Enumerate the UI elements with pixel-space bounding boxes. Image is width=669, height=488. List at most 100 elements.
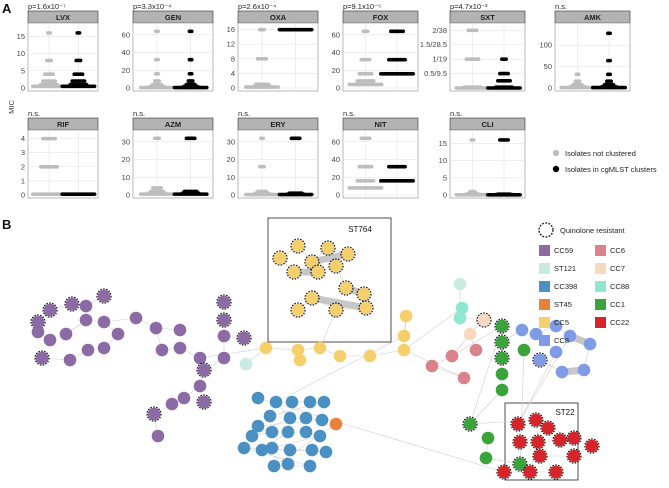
data-point xyxy=(359,57,372,62)
facet-plot-area xyxy=(449,22,526,92)
quinolone-resistant-ring xyxy=(320,240,336,256)
network-node-cc8 xyxy=(549,345,563,359)
legend-b-label: CC7 xyxy=(610,264,625,273)
y-tick-label: 0.5/9.5 xyxy=(424,69,447,78)
facet-title: CLI xyxy=(481,120,493,129)
y-tick-label: 0 xyxy=(231,191,235,200)
network-node-cc59 xyxy=(79,313,93,327)
network-node-cc398 xyxy=(303,395,317,409)
legend-b-swatch-cc398 xyxy=(539,281,550,292)
data-point xyxy=(287,191,304,196)
data-point xyxy=(574,72,581,77)
y-tick-label: 10 xyxy=(227,173,235,182)
network-node-cc22 xyxy=(567,431,581,445)
legend-b-label: CC8 xyxy=(554,336,569,345)
quinolone-resistant-ring xyxy=(290,238,306,254)
network-node-st121 xyxy=(239,357,253,371)
network-node-cc1 xyxy=(517,343,531,357)
quinolone-resistant-ring xyxy=(328,302,344,318)
facet-sxt: p=4.7x10⁻² SXT 0.5/9.5 1/19 1.5/28.5 2/38 xyxy=(420,2,526,92)
network-node-cc7 xyxy=(463,327,477,341)
y-tick-label: 100 xyxy=(539,41,552,50)
y-tick-label: 16 xyxy=(227,25,235,34)
network-node-cc1 xyxy=(463,417,477,431)
network-edge xyxy=(403,307,463,351)
network-node-cc5 xyxy=(259,341,273,355)
data-point xyxy=(259,136,265,141)
legend-b-label: CC6 xyxy=(610,246,625,255)
quinolone-resistant-ring xyxy=(328,258,344,274)
data-point xyxy=(379,72,415,76)
facet-title: NIT xyxy=(374,120,387,129)
data-point xyxy=(357,72,374,76)
quinolone-resistant-ring xyxy=(356,286,372,302)
data-point xyxy=(387,57,407,62)
quinolone-resistant-ring xyxy=(494,350,510,366)
y-tick-label: 20 xyxy=(122,66,130,75)
network-node-cc398 xyxy=(305,443,319,457)
y-tick-label: 0 xyxy=(231,84,235,93)
y-tick-label: 40 xyxy=(332,155,340,164)
legend-b-label: ST121 xyxy=(554,264,576,273)
legend-quinolone-label: Quinolone resistant xyxy=(560,226,626,235)
data-point xyxy=(184,136,197,141)
network-node-cc5 xyxy=(363,349,377,363)
data-point xyxy=(289,136,302,141)
y-tick-label: 20 xyxy=(227,155,235,164)
facet-plot-area xyxy=(237,22,319,92)
network-node-cc22 xyxy=(553,433,567,447)
quinolone-resistant-ring xyxy=(146,406,162,422)
quinolone-resistant-ring xyxy=(310,264,326,280)
data-point xyxy=(45,58,53,63)
y-tick-label: 3 xyxy=(21,148,25,157)
quinolone-resistant-ring xyxy=(216,312,232,328)
network-node-cc59 xyxy=(217,329,231,343)
network-node-cc59 xyxy=(81,343,95,357)
data-point xyxy=(379,179,415,183)
data-point xyxy=(153,136,161,141)
facet-azm: n.s. AZM 0 10 20 30 xyxy=(122,109,214,200)
network-node-cc1 xyxy=(495,319,509,333)
legend-b-swatch-cc22 xyxy=(595,317,606,328)
y-tick-label: 0 xyxy=(443,191,447,200)
legend-a-label: Isolates not clustered xyxy=(565,149,636,158)
network-node-cc398 xyxy=(237,441,251,455)
cluster-label-st764: ST764 xyxy=(348,225,372,234)
network-node-cc398 xyxy=(319,445,333,459)
facet-title: FOX xyxy=(373,13,388,22)
legend-b-swatch-st121 xyxy=(539,263,550,274)
facet-nit: n.s. NIT 0 20 40 60 xyxy=(332,109,419,200)
quinolone-resistant-ring xyxy=(462,416,478,432)
data-point xyxy=(31,192,67,196)
network-node-cc22 xyxy=(531,435,545,449)
network-node-cc8 xyxy=(549,319,563,333)
network-edge xyxy=(469,389,503,425)
quinolone-resistant-ring xyxy=(566,448,582,464)
data-point xyxy=(68,82,89,87)
legend-b-swatch-cc7 xyxy=(595,263,606,274)
y-tick-label: 0 xyxy=(336,191,340,200)
y-tick-label: 0 xyxy=(21,84,25,93)
quinolone-resistant-ring xyxy=(510,416,526,432)
y-tick-label: 20 xyxy=(122,155,130,164)
network-node-cc8 xyxy=(555,365,569,379)
data-point xyxy=(258,27,266,32)
quinolone-resistant-ring xyxy=(548,464,564,480)
data-point xyxy=(256,189,268,194)
facet-plot-area xyxy=(449,129,526,199)
network-node-cc59 xyxy=(151,429,165,443)
network-edge xyxy=(271,435,321,449)
network-node-cc59 xyxy=(217,351,231,365)
data-point xyxy=(72,72,85,77)
facet-plot-area xyxy=(237,129,319,199)
network-node-cc59 xyxy=(155,343,169,357)
network-node-cc398 xyxy=(251,391,265,405)
quinolone-resistant-ring xyxy=(532,352,548,368)
network-node-cc59 xyxy=(197,363,211,377)
network-node-cc398 xyxy=(245,429,259,443)
quinolone-resistant-ring xyxy=(540,420,556,436)
legend-b-label: CC1 xyxy=(610,300,625,309)
data-point xyxy=(187,72,194,76)
network-node-cc398 xyxy=(283,411,297,425)
y-tick-label: 1.5/28.5 xyxy=(420,40,447,49)
